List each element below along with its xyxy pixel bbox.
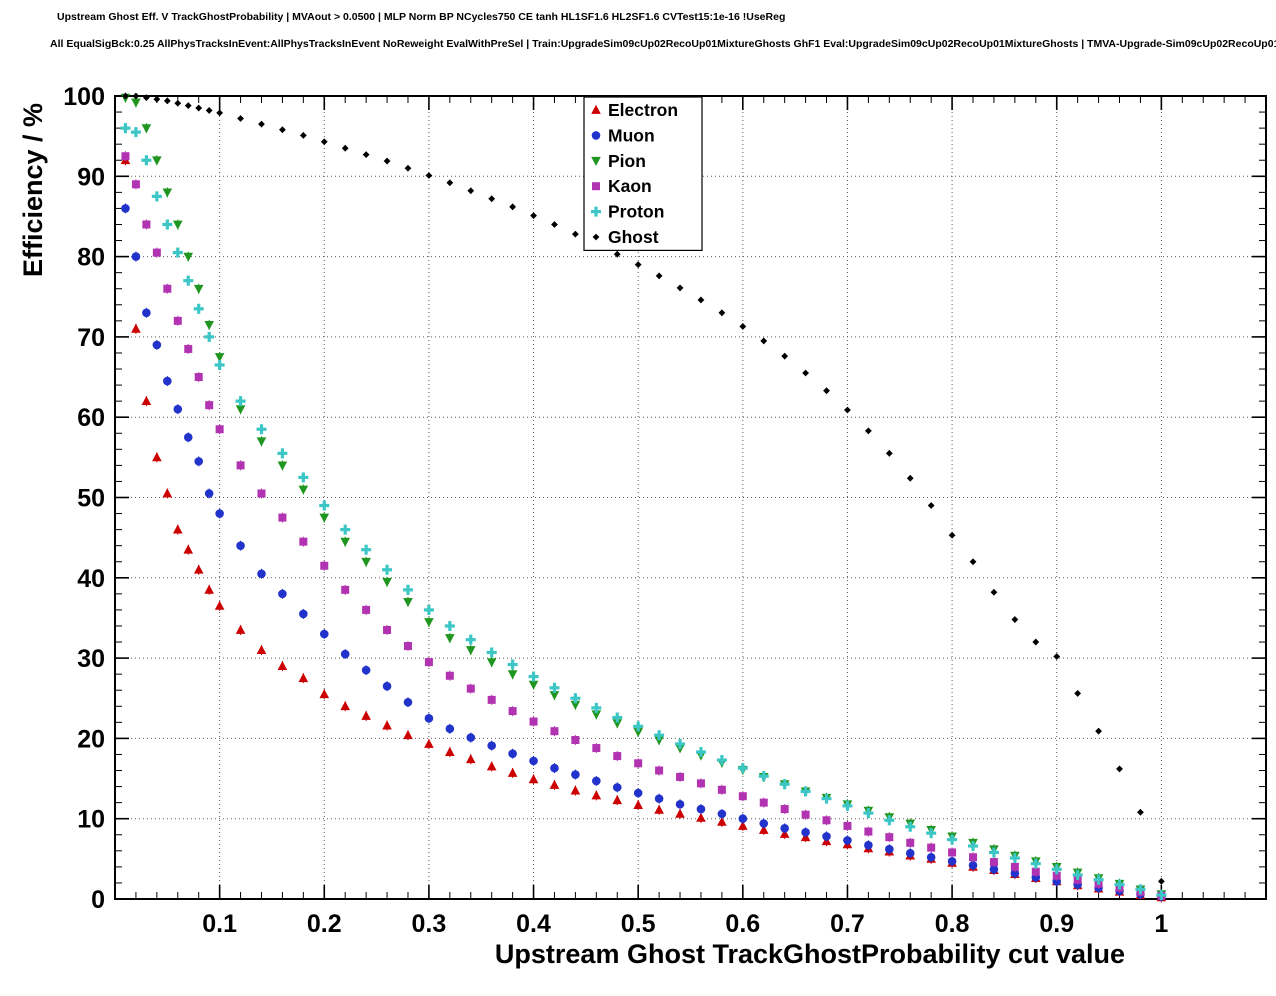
y-tick-label: 10 bbox=[77, 806, 105, 834]
y-tick-label: 20 bbox=[77, 725, 105, 753]
legend: Electron Muon Pion Kaon Proton Ghost bbox=[583, 96, 703, 251]
legend-label-ghost: Ghost bbox=[608, 227, 659, 247]
y-tick-label: 100 bbox=[63, 83, 105, 111]
y-tick-label: 0 bbox=[91, 886, 105, 914]
legend-label-muon: Muon bbox=[608, 125, 655, 145]
y-axis-title: Efficiency / % bbox=[18, 103, 48, 277]
x-tick-label: 0.2 bbox=[307, 910, 342, 938]
x-tick-label: 0.1 bbox=[202, 910, 237, 938]
x-tick-label: 0.5 bbox=[621, 910, 656, 938]
y-tick-label: 90 bbox=[77, 163, 105, 191]
y-tick-label: 70 bbox=[77, 324, 105, 352]
series-ghost bbox=[122, 92, 1165, 885]
x-tick-label: 0.6 bbox=[725, 910, 760, 938]
plot-title-line2: All EqualSigBck:0.25 AllPhysTracksInEven… bbox=[50, 38, 1276, 50]
plot-frame bbox=[114, 95, 1267, 900]
x-tick-label: 0.3 bbox=[412, 910, 447, 938]
x-axis-title: Upstream Ghost TrackGhostProbability cut… bbox=[495, 939, 1125, 969]
y-tick-label: 60 bbox=[77, 404, 105, 432]
legend-label-proton: Proton bbox=[608, 202, 664, 222]
x-tick-label: 0.4 bbox=[516, 910, 551, 938]
legend-label-kaon: Kaon bbox=[608, 176, 652, 196]
series-proton bbox=[120, 123, 1167, 900]
x-tick-label: 0.7 bbox=[830, 910, 865, 938]
series-electron bbox=[120, 155, 1167, 903]
legend-label-electron: Electron bbox=[608, 100, 678, 120]
y-tick-label: 40 bbox=[77, 565, 105, 593]
x-tick-label: 0.8 bbox=[935, 910, 970, 938]
x-tick-label: 1 bbox=[1154, 910, 1168, 938]
plot-title-line1: Upstream Ghost Eff. V TrackGhostProbabil… bbox=[57, 11, 786, 23]
y-tick-label: 80 bbox=[77, 244, 105, 272]
legend-box bbox=[583, 96, 703, 251]
y-tick-label: 30 bbox=[77, 645, 105, 673]
x-tick-label: 0.9 bbox=[1039, 910, 1074, 938]
series-kaon bbox=[121, 151, 1166, 901]
series-muon bbox=[121, 203, 1166, 902]
legend-label-pion: Pion bbox=[608, 151, 646, 171]
axis-ticks bbox=[114, 95, 1267, 900]
y-tick-label: 50 bbox=[77, 485, 105, 513]
